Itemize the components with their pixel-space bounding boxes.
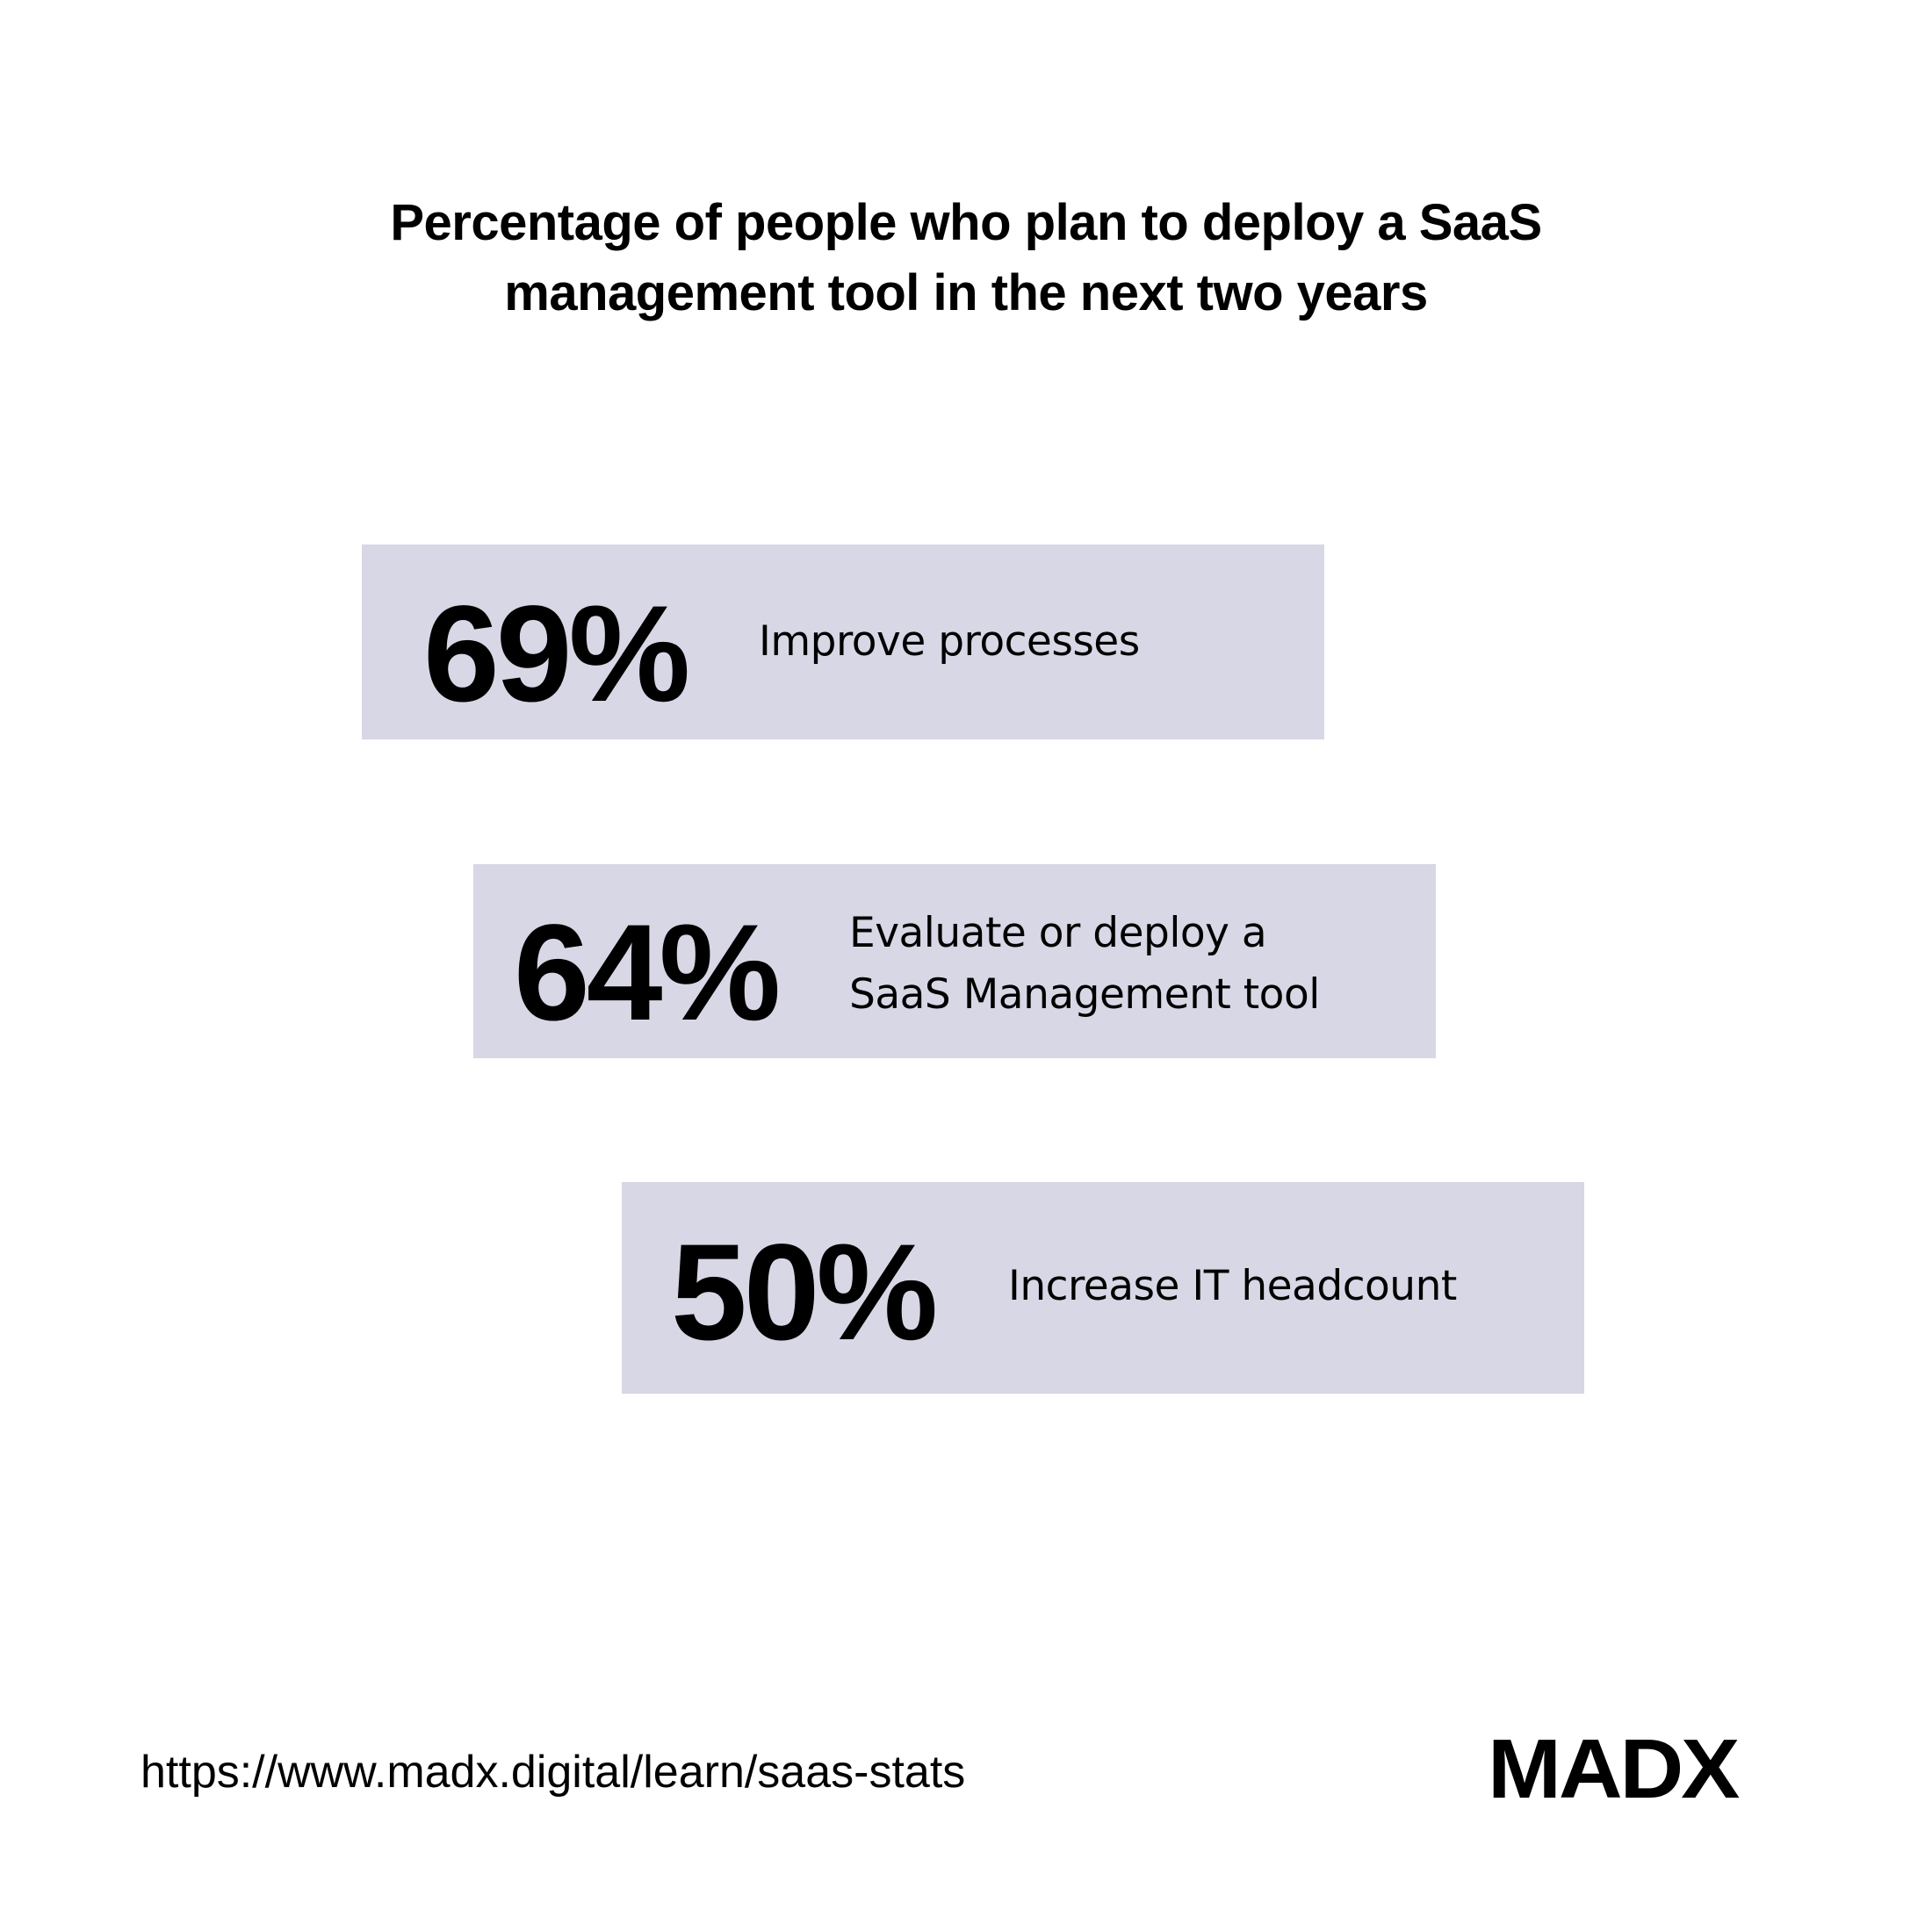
stat-label-line: Increase IT headcount — [1008, 1262, 1457, 1310]
stat-value: 64% — [514, 897, 781, 1049]
source-url-link[interactable]: https://www.madx.digital/learn/saas-stat… — [141, 1747, 966, 1798]
stat-value: 69% — [423, 578, 690, 731]
stat-label: Improve processes — [759, 611, 1140, 673]
stat-label-line: Evaluate or deploy a — [849, 909, 1267, 957]
stat-card-evaluate-deploy: 64% Evaluate or deploy a SaaS Management… — [473, 864, 1436, 1058]
stat-label: Evaluate or deploy a SaaS Management too… — [849, 903, 1320, 1026]
stat-label: Increase IT headcount — [1008, 1256, 1457, 1317]
title-line-1: Percentage of people who plan to deploy … — [390, 194, 1542, 251]
stat-card-increase-headcount: 50% Increase IT headcount — [622, 1182, 1584, 1394]
madx-logo: MADX — [1488, 1722, 1740, 1816]
title-line-2: management tool in the next two years — [504, 264, 1428, 321]
stat-label-line: Improve processes — [759, 617, 1140, 666]
stat-label-line: SaaS Management tool — [849, 970, 1320, 1019]
stat-card-improve-processes: 69% Improve processes — [362, 544, 1324, 739]
stat-value: 50% — [671, 1216, 938, 1369]
page-title: Percentage of people who plan to deploy … — [0, 188, 1932, 328]
